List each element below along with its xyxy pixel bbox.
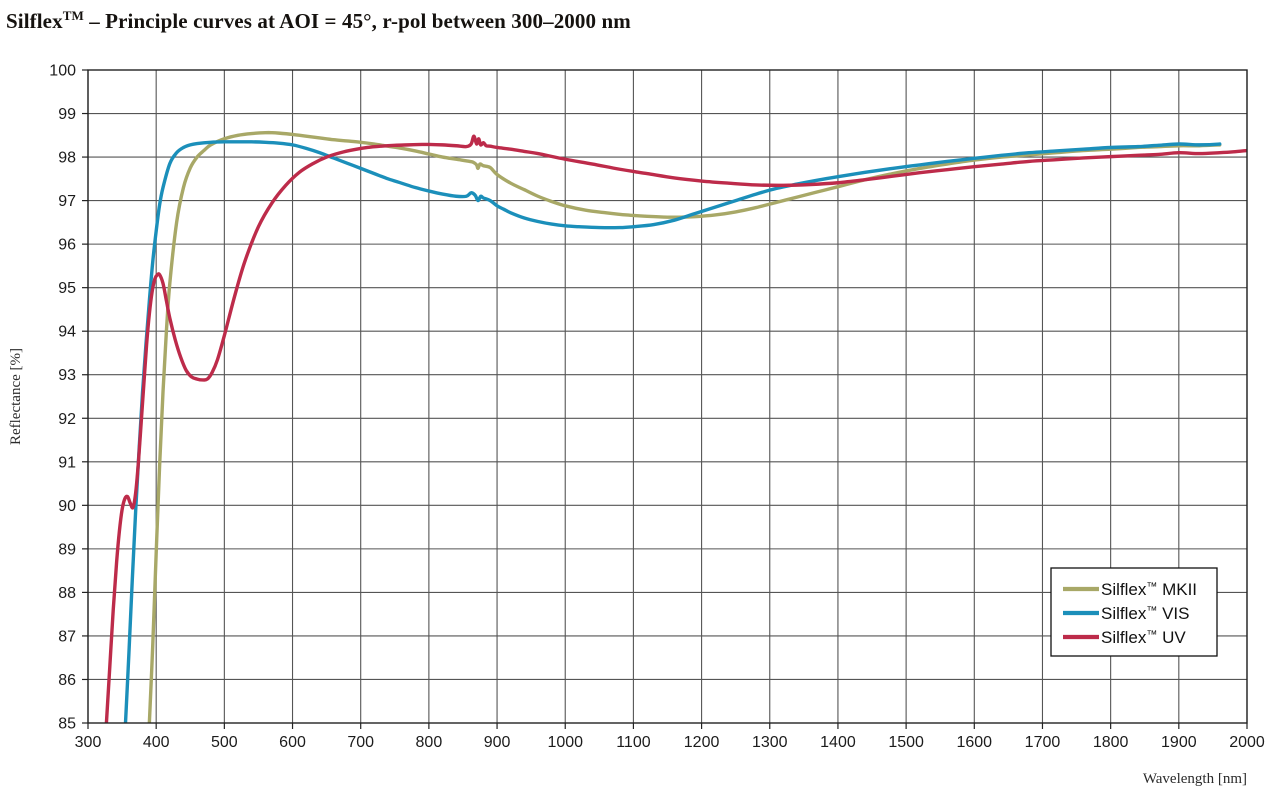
x-tick-label: 1700 <box>1025 734 1061 751</box>
y-tick-label: 96 <box>58 237 76 254</box>
curve-silflex-mkii <box>147 130 1222 723</box>
y-axis: 85 86 87 88 89 90 91 92 93 94 95 96 97 98 99 100 <box>49 63 88 733</box>
x-tick-label: 1000 <box>547 734 583 751</box>
x-tick-label: 1200 <box>684 734 720 751</box>
curves-group <box>104 130 1247 723</box>
x-tick-label: 1500 <box>888 734 924 751</box>
legend-label: Silflex™ MKII <box>1101 580 1197 599</box>
x-tick-label: 900 <box>484 734 511 751</box>
chart-legend: Silflex™ MKII Silflex™ VIS Silflex™ UV <box>1050 567 1218 657</box>
page-title: SilflexTM – Principle curves at AOI = 45… <box>6 8 631 33</box>
plot-border <box>87 69 1248 724</box>
x-tick-label: 1900 <box>1161 734 1197 751</box>
y-tick-label: 99 <box>58 106 76 123</box>
x-tick-label: 400 <box>143 734 170 751</box>
x-axis-label: Wavelength [nm] <box>1143 771 1247 787</box>
legend-label: Silflex™ VIS <box>1101 604 1189 623</box>
x-tick-label: 1400 <box>820 734 856 751</box>
y-tick-label: 97 <box>58 193 76 210</box>
y-tick-label: 87 <box>58 628 76 645</box>
curve-silflex-vis <box>123 140 1222 723</box>
y-tick-label: 88 <box>58 585 76 602</box>
x-tick-label: 500 <box>211 734 238 751</box>
y-tick-label: 91 <box>58 454 76 471</box>
x-tick-label: 1300 <box>752 734 788 751</box>
legend-item[interactable]: Silflex™ VIS <box>1063 604 1189 623</box>
y-tick-label: 92 <box>58 411 76 428</box>
y-tick-label: 90 <box>58 498 76 515</box>
legend-label: Silflex™ UV <box>1101 628 1186 647</box>
y-axis-label: Reflectance [%] <box>8 348 24 445</box>
y-tick-label: 95 <box>58 280 76 297</box>
y-tick-label: 98 <box>58 150 76 167</box>
y-tick-label: 94 <box>58 324 76 341</box>
y-tick-label: 85 <box>58 716 76 733</box>
y-tick-label: 93 <box>58 367 76 384</box>
x-tick-label: 2000 <box>1229 734 1265 751</box>
legend-item[interactable]: Silflex™ UV <box>1063 628 1186 647</box>
y-tick-label: 86 <box>58 672 76 689</box>
x-axis: 300 400 500 600 700 800 900 1000 1100 1200 1300 140… <box>75 723 1265 751</box>
curve-silflex-uv <box>104 134 1247 723</box>
y-tick-label: 89 <box>58 541 76 558</box>
x-tick-label: 800 <box>416 734 443 751</box>
x-tick-label: 1100 <box>616 734 651 751</box>
y-tick-label: 100 <box>49 63 76 80</box>
x-tick-label: 1800 <box>1093 734 1129 751</box>
x-tick-label: 1600 <box>956 734 992 751</box>
x-tick-label: 600 <box>279 734 306 751</box>
legend-item[interactable]: Silflex™ MKII <box>1063 580 1197 599</box>
x-tick-label: 700 <box>347 734 374 751</box>
x-tick-label: 300 <box>75 734 102 751</box>
